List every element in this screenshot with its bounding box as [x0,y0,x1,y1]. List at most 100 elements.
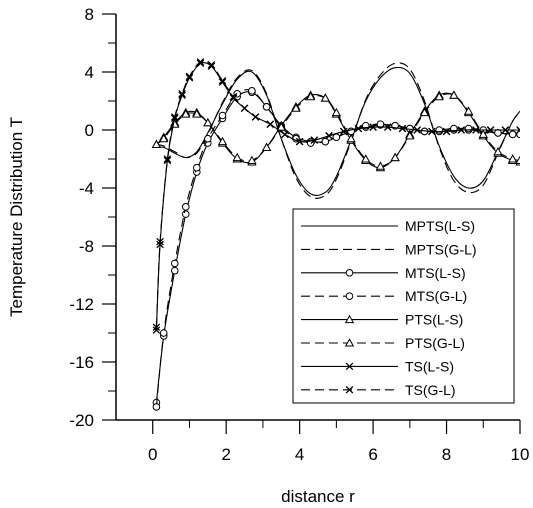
legend-label: MPTS(G-L) [405,241,477,257]
data-point [361,154,371,163]
data-point [508,154,518,163]
data-point [516,126,520,134]
data-point [291,103,301,112]
legend-marker [345,386,354,394]
data-point [218,111,227,120]
legend-item: TS(L-S) [301,358,454,374]
data-point [464,124,473,133]
legend-label: TS(G-L) [405,382,456,398]
data-point [247,155,257,164]
data-point [229,94,238,102]
data-point [325,132,333,140]
data-point [486,126,495,134]
data-point [159,329,168,337]
legend-marker [345,292,354,301]
data-point [434,91,444,101]
legend-label: MTS(L-S) [405,265,466,281]
data-point [276,122,286,131]
data-point [494,129,502,137]
series-pts-g-l- [151,90,520,170]
data-point [181,109,191,118]
data-point [508,130,517,139]
legend-marker [345,269,354,277]
data-point [229,92,238,101]
data-point [203,117,213,127]
data-point [463,106,474,115]
data-point [478,129,488,138]
data-point [163,155,172,163]
data-point [240,104,249,113]
series-ts-g-l- [152,58,520,331]
legend-item: TS(G-L) [301,382,456,398]
data-point [442,127,451,136]
data-point [501,126,510,134]
data-point [232,152,242,162]
data-point [472,126,480,134]
x-tick-label: 6 [368,445,377,464]
y-tick-label: 8 [85,5,94,24]
data-point [320,93,330,102]
y-tick-label: 4 [85,63,94,82]
data-point [193,163,201,172]
data-point [346,133,356,143]
x-tick-label: 0 [148,445,157,464]
y-tick-label: -20 [69,411,94,430]
data-point [152,326,161,334]
data-point [390,152,400,162]
data-point [295,137,304,146]
data-point [413,126,421,134]
data-point [152,403,161,411]
y-axis-title: Temperature Distribution T [7,117,26,317]
y-tick-label: -4 [79,179,94,198]
data-point [428,127,436,136]
data-point [281,130,289,139]
series-line [155,89,520,408]
data-point [266,120,275,128]
data-point [217,136,228,146]
data-point [515,155,520,164]
series-mpts-l-s- [156,66,520,196]
data-point [178,91,186,99]
data-point [369,123,377,131]
data-point [218,76,227,85]
data-point [152,323,161,331]
data-point [185,72,194,81]
data-point [170,259,179,268]
legend-label: MPTS(L-S) [405,218,475,234]
legend-label: MTS(G-L) [405,288,467,304]
data-point [493,146,503,156]
data-point [457,126,465,134]
data-point [159,133,169,143]
x-tick-label: 10 [511,445,530,464]
data-point [449,90,459,99]
data-point [248,87,256,95]
data-point [171,114,179,123]
data-point [196,59,205,68]
data-point [375,161,386,170]
legend: MPTS(L-S) MPTS(G-L) MTS(L-S) MTS(G-L) PTS(L-… [292,208,515,404]
x-axis-title: distance r [281,487,355,506]
y-tick-label: -8 [79,237,94,256]
series-mpts-g-l- [156,62,520,199]
legend-item: PTS(G-L) [301,335,465,351]
data-point [207,60,216,69]
legend-label: TS(L-S) [405,358,454,374]
y-tick-label: -16 [69,353,94,372]
data-point [261,142,272,151]
data-point [192,109,202,118]
data-point [332,133,341,142]
data-point [376,120,385,128]
data-point [384,123,392,131]
data-point [435,126,444,134]
data-point [306,91,316,101]
data-point [178,89,186,98]
data-point [251,113,260,121]
x-tick-label: 8 [442,445,451,464]
series-line [156,93,520,167]
legend-item: MTS(L-S) [301,265,466,281]
data-point [398,124,407,133]
data-point [185,74,194,82]
data-point [181,203,190,211]
legend-item: MPTS(G-L) [301,241,477,257]
